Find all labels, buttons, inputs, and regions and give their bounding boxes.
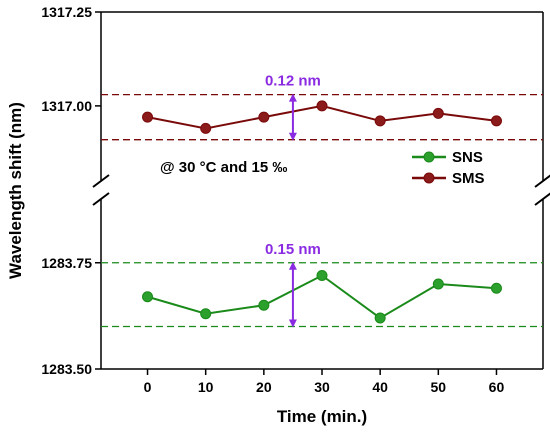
- data-point: [490, 282, 502, 294]
- x-axis-title: Time (min.): [277, 407, 367, 426]
- data-point: [142, 291, 154, 303]
- range-label: 0.12 nm: [265, 73, 321, 90]
- legend-marker: [423, 151, 435, 163]
- x-tick-label: 30: [314, 379, 330, 395]
- data-point: [200, 122, 212, 134]
- data-point: [490, 115, 502, 127]
- legend-label: SMS: [452, 170, 485, 187]
- y-tick-label: 1317.25: [41, 4, 92, 20]
- range-bands: [101, 93, 543, 328]
- range-arrows: 0.15 nm 0.12 nm: [265, 73, 321, 328]
- arrow-head-up: [288, 93, 297, 102]
- data-point: [316, 270, 328, 281]
- axis-break-mark: [534, 174, 550, 188]
- condition-annotation: @ 30 °C and 15 ‰: [160, 159, 287, 176]
- range-label: 0.15 nm: [265, 241, 321, 258]
- y-tick-label: 1283.50: [41, 361, 92, 377]
- x-tick-label: 50: [431, 379, 447, 395]
- legend-label: SNS: [452, 149, 483, 166]
- data-point: [316, 100, 328, 112]
- x-tick-label: 0: [144, 379, 152, 395]
- data-point: [432, 278, 444, 290]
- axis-break-mark: [92, 192, 110, 206]
- data-point: [258, 299, 270, 311]
- axis-break-mark: [534, 192, 550, 206]
- arrow-head-down: [288, 132, 297, 141]
- data-point: [374, 312, 386, 324]
- data-point: [142, 111, 154, 123]
- axis-ticks: 0 10 20 30 40 50 60 1317.25 1317.00 1283.75 1283.5…: [41, 4, 504, 395]
- x-tick-label: 10: [198, 379, 214, 395]
- data-series: [142, 100, 502, 324]
- legend: SNS SMS: [412, 149, 485, 187]
- arrow-head-down: [288, 319, 297, 328]
- axis-break-marks: [92, 174, 550, 206]
- x-tick-label: 60: [489, 379, 505, 395]
- plot-frame: [92, 11, 550, 370]
- legend-marker: [423, 172, 435, 184]
- arrow-head-up: [288, 261, 297, 270]
- x-tick-label: 20: [256, 379, 272, 395]
- y-axis-title: Wavelength shift (nm): [6, 102, 25, 279]
- data-point: [258, 111, 270, 123]
- series-line-sns: [147, 274, 497, 320]
- data-point: [374, 115, 386, 127]
- data-point: [432, 107, 444, 119]
- y-tick-label: 1317.00: [41, 98, 92, 114]
- data-point: [200, 308, 212, 320]
- x-tick-label: 40: [372, 379, 388, 395]
- axis-break-mark: [92, 174, 110, 188]
- y-tick-label: 1283.75: [41, 255, 92, 271]
